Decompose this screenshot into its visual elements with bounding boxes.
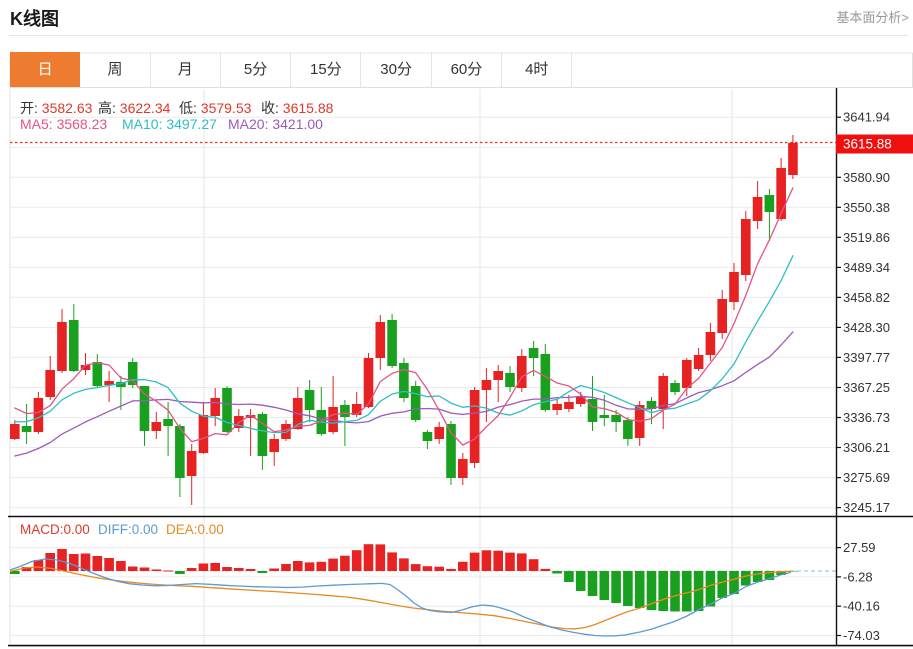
svg-text:3519.86: 3519.86 <box>843 230 890 245</box>
svg-text:3580.90: 3580.90 <box>843 170 890 185</box>
svg-text:3275.69: 3275.69 <box>843 470 890 485</box>
svg-text:3245.17: 3245.17 <box>843 500 890 515</box>
svg-text:-6.28: -6.28 <box>843 569 873 584</box>
svg-text:3336.73: 3336.73 <box>843 410 890 425</box>
svg-text:3428.30: 3428.30 <box>843 320 890 335</box>
svg-text:3397.77: 3397.77 <box>843 350 890 365</box>
svg-text:3306.21: 3306.21 <box>843 440 890 455</box>
svg-text:3641.94: 3641.94 <box>843 110 890 125</box>
svg-text:3489.34: 3489.34 <box>843 260 890 275</box>
svg-text:3550.38: 3550.38 <box>843 200 890 215</box>
svg-text:3615.88: 3615.88 <box>843 137 892 152</box>
svg-text:-40.16: -40.16 <box>843 599 880 614</box>
svg-text:-74.03: -74.03 <box>843 628 880 643</box>
svg-text:3458.82: 3458.82 <box>843 290 890 305</box>
svg-text:3367.25: 3367.25 <box>843 380 890 395</box>
svg-text:27.59: 27.59 <box>843 540 876 555</box>
